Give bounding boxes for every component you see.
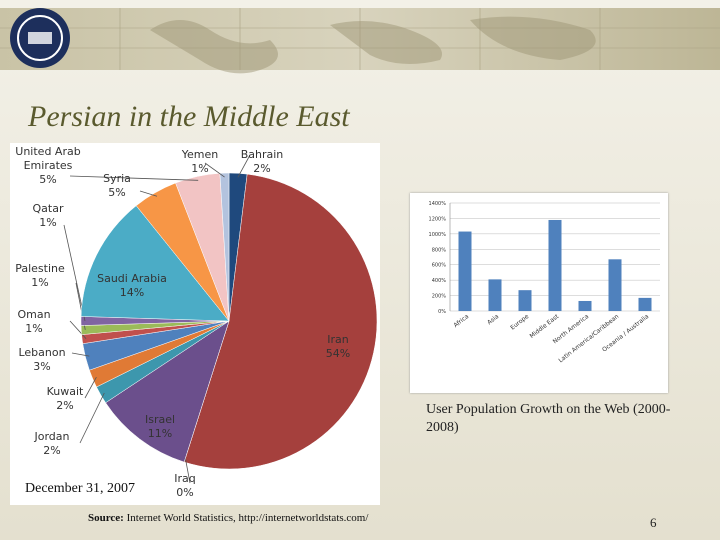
source-note: Source: Internet World Statistics, http:… — [88, 512, 368, 524]
category-label: Lebanon — [18, 346, 66, 359]
pie-chart: Bahrain 2% Iran 54% Iraq 0% Israel 11% Jordan 2% K… — [10, 143, 380, 505]
leader-line — [71, 352, 90, 357]
value-label: 1% — [39, 216, 57, 229]
value-label: 1% — [31, 276, 49, 289]
pie-plot — [63, 154, 378, 484]
pie-label: Yemen 1% — [155, 148, 245, 176]
y-tick-label: 1200% — [429, 216, 447, 222]
x-tick-label: Asia — [486, 313, 500, 326]
banner — [0, 8, 720, 74]
slide-title: Persian in the Middle East — [28, 100, 350, 133]
pie-slice — [80, 205, 230, 322]
value-label: 2% — [56, 399, 74, 412]
value-label: 1% — [25, 322, 43, 335]
bar — [638, 297, 652, 311]
value-label: 1% — [191, 162, 209, 175]
bar — [578, 300, 592, 311]
value-label: 3% — [33, 360, 51, 373]
pie-label: Saudi Arabia 14% — [87, 272, 177, 300]
value-label: 14% — [119, 286, 145, 299]
pie-label: Syria 5% — [72, 172, 162, 200]
chart-caption: User Population Growth on the Web (2000-… — [426, 402, 671, 435]
leader-line — [184, 458, 191, 484]
pie-label: Iraq 0% — [140, 472, 230, 500]
leader-line — [69, 175, 199, 181]
value-label: 5% — [108, 186, 126, 199]
x-tick-label: Latin America/Caribbean — [557, 313, 620, 364]
pie-label: Iran 54% — [293, 333, 383, 361]
value-label: 54% — [325, 347, 351, 360]
date-note: December 31, 2007 — [25, 481, 136, 496]
bar — [548, 219, 562, 311]
leader-line — [139, 190, 158, 197]
pie-label: Oman 1% — [0, 308, 79, 336]
category-label: Kuwait — [46, 385, 84, 398]
leader-line — [204, 162, 225, 178]
leader-line — [84, 376, 97, 399]
y-tick-label: 600% — [432, 263, 447, 269]
category-label: Syria — [103, 172, 131, 185]
bar — [458, 231, 472, 311]
y-tick-label: 1400% — [429, 201, 447, 207]
pie-label: Bahrain 2% — [217, 148, 307, 176]
bar-chart: 0% 200% 400% 600% 800% 1000% 1200% 1400% Africa A… — [410, 193, 668, 393]
pie-slice — [105, 320, 230, 463]
value-label: 5% — [39, 173, 57, 186]
y-tick-label: 800% — [432, 247, 447, 253]
pie-label: Kuwait 2% — [20, 385, 110, 413]
bar — [608, 259, 622, 311]
bar — [518, 290, 532, 311]
pie-label: Jordan 2% — [7, 430, 97, 458]
bar — [488, 279, 502, 311]
leader-line — [79, 392, 105, 444]
pie-label: Lebanon 3% — [0, 346, 87, 374]
pie-label: Palestine 1% — [0, 262, 85, 290]
category-label: Iraq — [174, 472, 196, 485]
x-tick-label: Europe — [509, 313, 530, 332]
source-text: Internet World Statistics, http://intern… — [126, 512, 369, 524]
category-label: Yemen — [181, 148, 219, 161]
category-label: Saudi Arabia — [97, 272, 167, 285]
value-label: 11% — [147, 427, 173, 440]
pie-label: Israel 11% — [115, 413, 205, 441]
y-tick-label: 200% — [432, 294, 447, 300]
category-label: United Arab Emirates — [15, 145, 81, 172]
leader-line — [69, 320, 87, 339]
y-tick-label: 0% — [438, 309, 446, 315]
source-label: Source: — [88, 512, 124, 524]
x-tick-label: Africa — [452, 313, 470, 329]
bar-plot: 0% 200% 400% 600% 800% 1000% 1200% 1400% Africa A… — [429, 201, 660, 364]
pie-label: United Arab Emirates 5% — [3, 145, 93, 187]
leader-line — [63, 224, 86, 322]
page-number: 6 — [650, 515, 657, 530]
category-label: Jordan — [34, 430, 70, 443]
leader-line — [237, 154, 251, 178]
category-label: Iran — [327, 333, 349, 346]
category-label: Bahrain — [240, 148, 284, 161]
y-tick-label: 400% — [432, 278, 447, 284]
category-label: Oman — [17, 308, 51, 321]
pie-label: Qatar 1% — [3, 202, 93, 230]
value-label: 2% — [43, 444, 61, 457]
category-label: Israel — [144, 413, 176, 426]
category-label: Qatar — [32, 202, 64, 215]
category-label: Palestine — [15, 262, 65, 275]
value-label: 0% — [176, 486, 194, 499]
y-tick-label: 1000% — [429, 232, 447, 238]
pie-slice — [183, 173, 378, 470]
value-label: 2% — [253, 162, 271, 175]
